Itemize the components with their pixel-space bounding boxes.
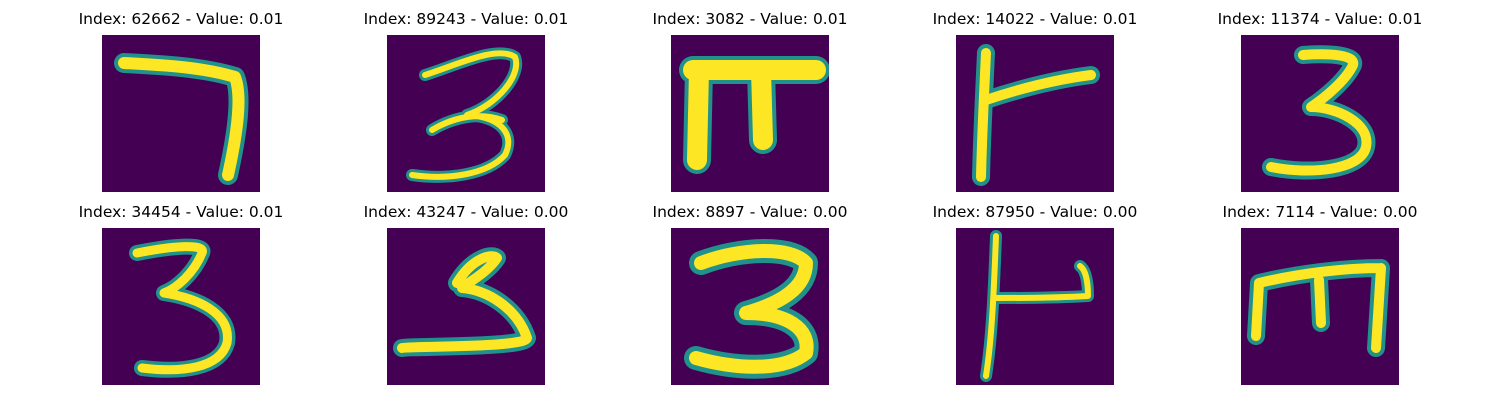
digit-image <box>387 228 545 385</box>
panel-title: Index: 89243 - Value: 0.01 <box>363 10 569 28</box>
digit-image <box>102 35 260 192</box>
panel-title: Index: 34454 - Value: 0.01 <box>78 203 284 221</box>
panel-title: Index: 87950 - Value: 0.00 <box>932 203 1138 221</box>
digit-image <box>956 35 1114 192</box>
panel-title: Index: 11374 - Value: 0.01 <box>1217 10 1423 28</box>
digit-image <box>1241 35 1399 192</box>
digit-image <box>387 35 545 192</box>
panel-title: Index: 8897 - Value: 0.00 <box>652 203 848 221</box>
panel-title: Index: 43247 - Value: 0.00 <box>363 203 569 221</box>
digit-image <box>671 35 829 192</box>
panel-title: Index: 14022 - Value: 0.01 <box>932 10 1138 28</box>
panel-title: Index: 62662 - Value: 0.01 <box>78 10 284 28</box>
panel-title: Index: 7114 - Value: 0.00 <box>1222 203 1418 221</box>
panel-title: Index: 3082 - Value: 0.01 <box>652 10 848 28</box>
digit-image <box>956 228 1114 385</box>
digit-image <box>102 228 260 385</box>
digit-image <box>1241 228 1399 385</box>
digit-image <box>671 228 829 385</box>
